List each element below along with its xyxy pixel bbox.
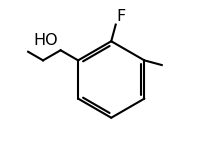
Text: F: F [116,9,126,24]
Text: HO: HO [33,33,58,48]
